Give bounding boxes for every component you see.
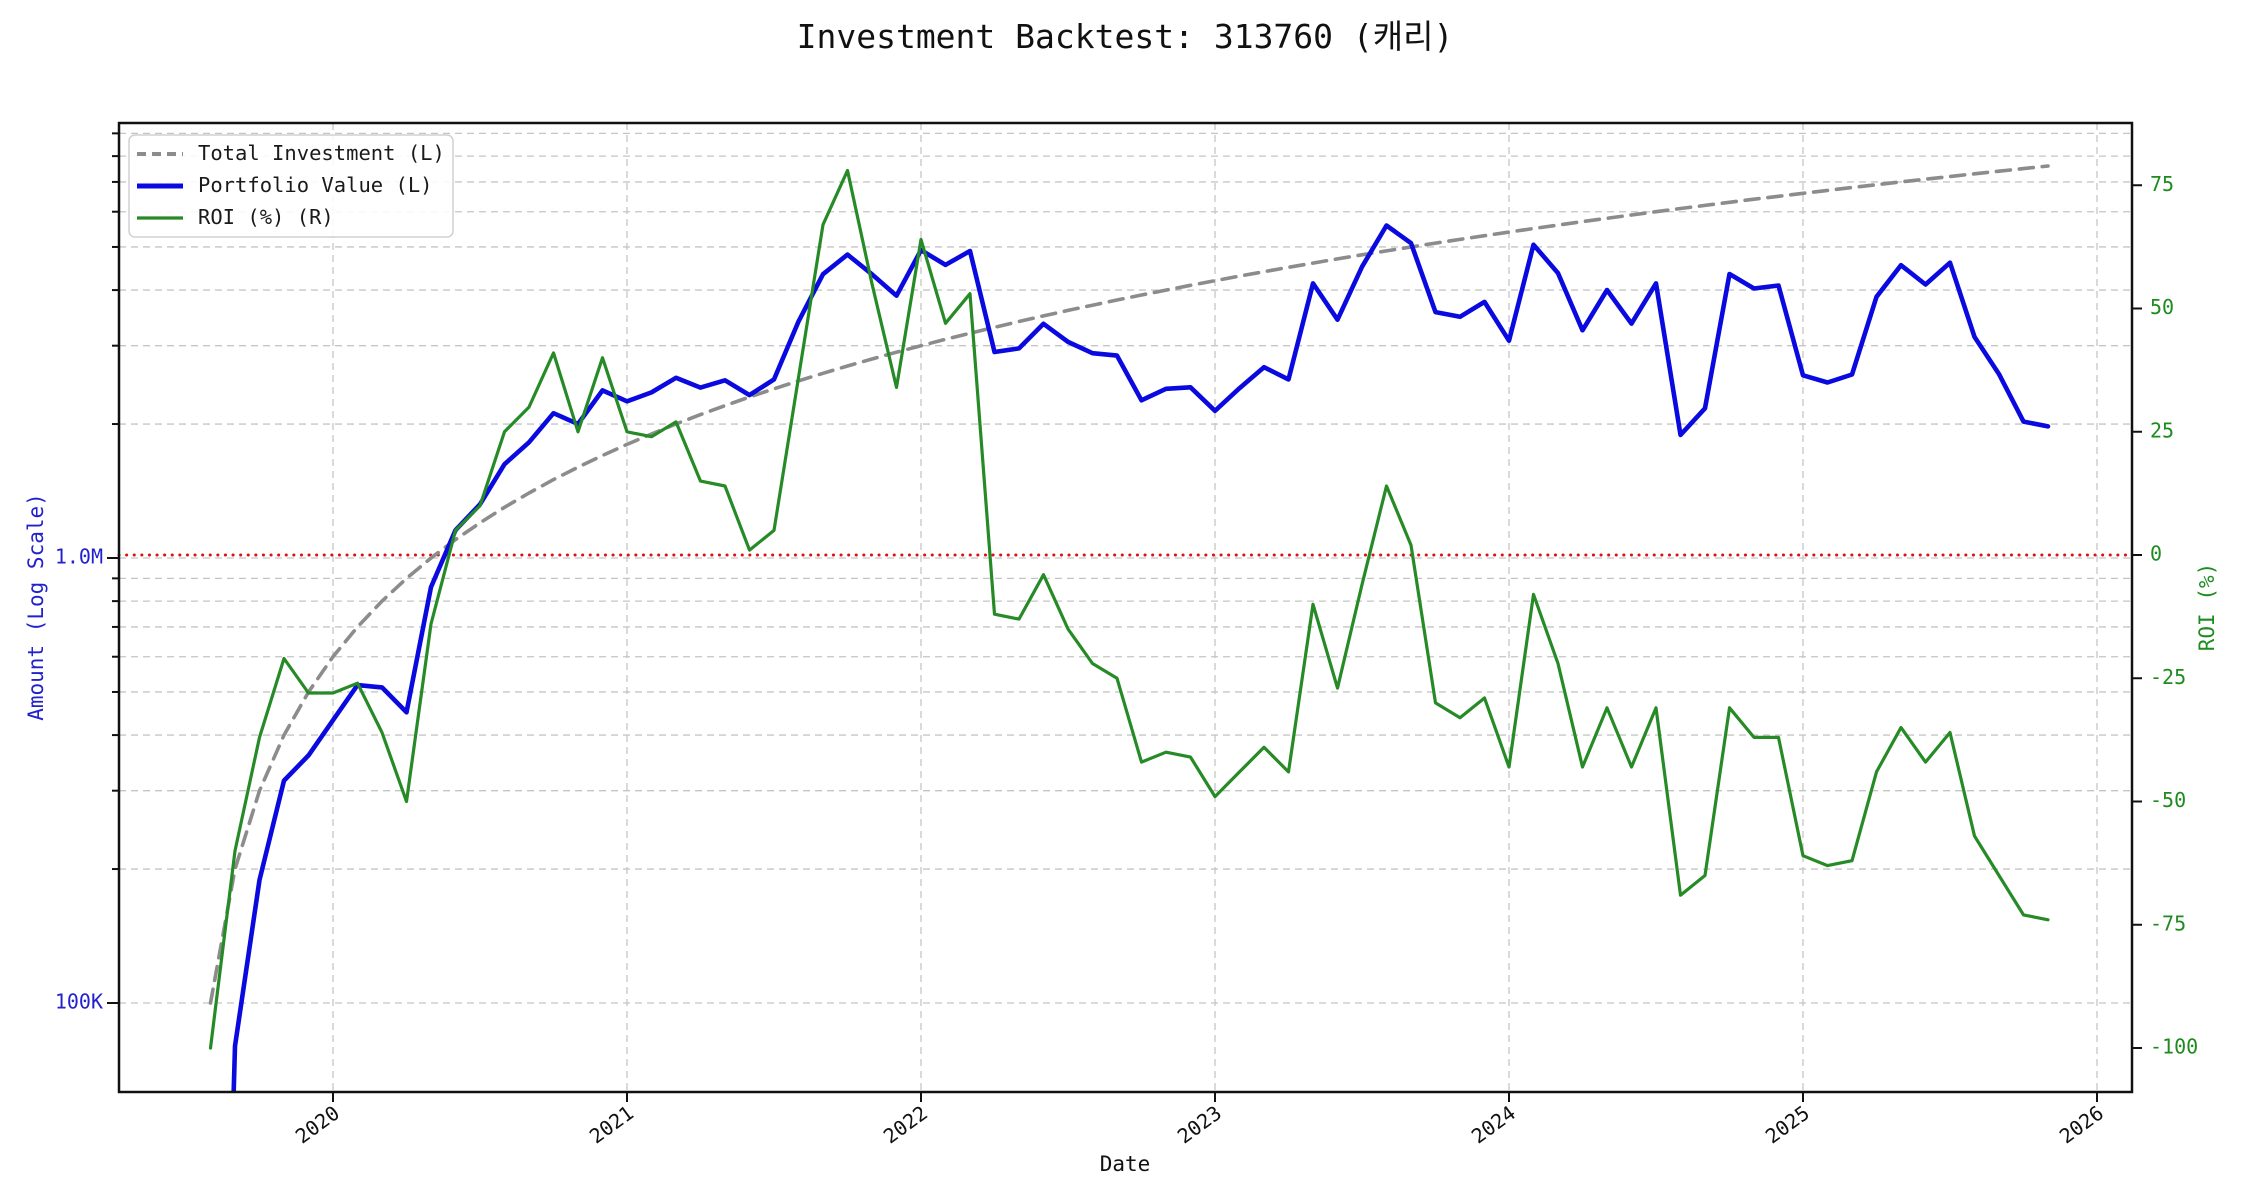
y-axis-left-label: Amount (Log Scale) bbox=[24, 493, 48, 721]
right-tick-label: -50 bbox=[2150, 788, 2186, 812]
right-tick-label: -75 bbox=[2150, 911, 2186, 935]
chart-title: Investment Backtest: 313760 (캐리) bbox=[796, 17, 1454, 56]
legend-box bbox=[128, 134, 454, 238]
series-layer bbox=[208, 164, 2051, 1092]
legend: Total Investment (L) Portfolio Value (L) R… bbox=[128, 134, 454, 238]
x-axis-label: Date bbox=[1099, 1152, 1151, 1176]
right-tick-label: -25 bbox=[2150, 665, 2186, 689]
legend-label: Total Investment (L) bbox=[198, 141, 445, 165]
right-tick-label: 75 bbox=[2150, 172, 2174, 196]
grid-layer bbox=[119, 123, 2132, 1092]
y-axis-right-label: ROI (%) bbox=[2195, 562, 2219, 652]
legend-label: ROI (%) (R) bbox=[198, 205, 334, 229]
legend-label: Portfolio Value (L) bbox=[198, 173, 433, 197]
portfolio-value-line bbox=[231, 223, 2051, 1092]
right-tick-label: 25 bbox=[2150, 418, 2174, 442]
tick-layer bbox=[107, 132, 2142, 1102]
right-tick-label: -100 bbox=[2150, 1035, 2198, 1059]
roi-line bbox=[208, 168, 2050, 1050]
right-tick-label: 0 bbox=[2150, 542, 2162, 566]
left-tick-label: 1.0M bbox=[55, 545, 103, 569]
plot-border bbox=[117, 121, 2134, 1094]
left-tick-label: 100K bbox=[55, 990, 103, 1014]
right-tick-label: 50 bbox=[2150, 295, 2174, 319]
